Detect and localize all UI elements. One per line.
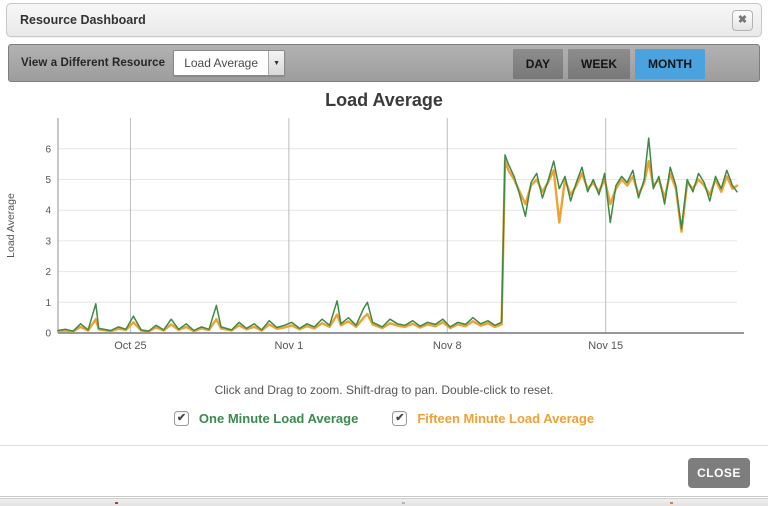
one-minute-label[interactable]: One Minute Load Average	[198, 411, 359, 426]
chart-title: Load Average	[325, 90, 443, 110]
modal-header: Resource Dashboard ✖	[6, 3, 762, 37]
resource-select[interactable]: Load Average ▼	[173, 50, 286, 76]
svg-text:Nov 1: Nov 1	[274, 340, 303, 352]
fifteen-minute-checkbox[interactable]: ✔	[392, 411, 408, 426]
svg-text:Nov 8: Nov 8	[433, 340, 462, 352]
month-button[interactable]: MONTH	[635, 49, 705, 79]
toolbar: View a Different Resource Load Average ▼…	[8, 44, 760, 82]
svg-text:0: 0	[45, 329, 51, 340]
fifteen-minute-label[interactable]: Fifteen Minute Load Average	[417, 411, 595, 426]
svg-text:2: 2	[45, 267, 51, 278]
resource-select-value: Load Average	[184, 56, 259, 70]
svg-text:Load Average: Load Average	[5, 193, 17, 258]
svg-text:1: 1	[45, 298, 51, 309]
svg-text:5: 5	[45, 175, 51, 186]
one-minute-checkbox[interactable]: ✔	[173, 411, 189, 426]
time-range-buttons: DAY WEEK MONTH	[512, 49, 705, 79]
svg-text:4: 4	[45, 206, 51, 217]
page-behind-modal	[0, 498, 768, 506]
svg-text:Nov 15: Nov 15	[588, 340, 623, 352]
footer-divider	[0, 445, 768, 446]
legend-item-one-minute: ✔ One Minute Load Average	[173, 411, 359, 426]
close-button[interactable]: CLOSE	[688, 458, 750, 488]
chart-instructions: Click and Drag to zoom. Shift-drag to pa…	[214, 383, 554, 397]
chevron-down-icon: ▼	[268, 51, 285, 75]
modal-title: Resource Dashboard	[20, 13, 146, 27]
svg-text:6: 6	[45, 144, 51, 155]
resource-select-label: View a Different Resource	[21, 57, 166, 69]
svg-text:3: 3	[45, 236, 51, 247]
svg-text:Oct 25: Oct 25	[114, 340, 146, 352]
day-button[interactable]: DAY	[512, 49, 563, 79]
week-button[interactable]: WEEK	[568, 49, 630, 79]
chart-legend: ✔ One Minute Load Average ✔ Fifteen Minu…	[0, 411, 768, 426]
legend-item-fifteen-minute: ✔ Fifteen Minute Load Average	[392, 411, 594, 426]
close-icon[interactable]: ✖	[732, 10, 753, 31]
load-average-chart: Load Average 0 1 2 3 4 5 6 Oct 25 Nov 1 Nov 8 Nov …	[0, 88, 768, 362]
